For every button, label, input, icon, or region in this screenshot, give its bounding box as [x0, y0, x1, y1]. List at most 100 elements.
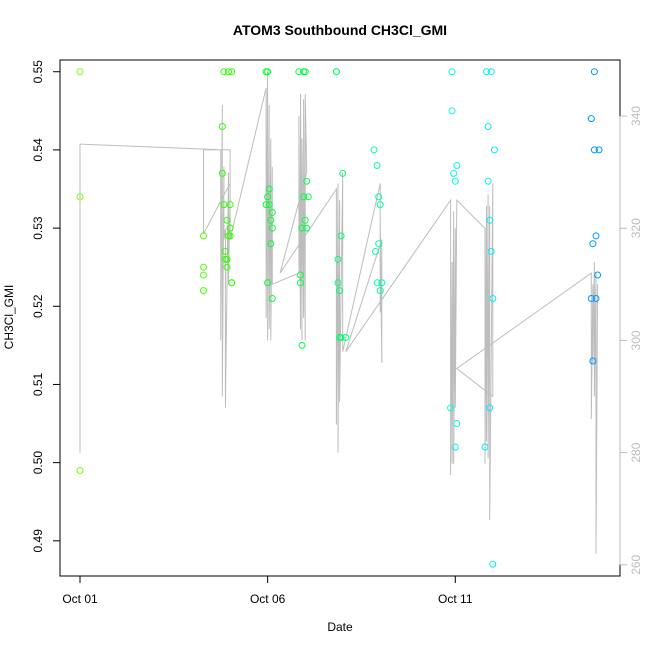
x-tick-label: Oct 01: [62, 592, 98, 606]
y-tick-label: 0.49: [31, 529, 45, 553]
data-point: [337, 334, 345, 341]
data-point: [481, 443, 489, 451]
data-point: [200, 271, 207, 279]
data-point: [303, 177, 311, 185]
data-point: [303, 224, 311, 232]
data-point: [370, 146, 378, 154]
data-point: [228, 68, 236, 76]
data-point: [490, 146, 498, 154]
data-point: [376, 287, 384, 295]
data-point: [448, 107, 456, 115]
data-point: [453, 420, 461, 427]
y-axis: 0.49 0.50 0.51 0.52 0.53 0.54 0.55: [31, 60, 61, 553]
data-point: [373, 162, 381, 169]
data-point: [264, 279, 272, 287]
secondary-series-line: [79, 71, 599, 554]
y2-tick-label: 340: [629, 106, 643, 126]
data-point: [375, 193, 383, 201]
data-point: [298, 341, 306, 349]
data-point: [592, 295, 600, 302]
data-point: [265, 185, 273, 193]
data-point: [450, 169, 458, 177]
data-point: [589, 240, 597, 248]
data-point: [264, 68, 272, 76]
data-point: [304, 193, 312, 201]
secondary-y-axis: 260 280 300 320 340: [619, 106, 643, 575]
data-point: [484, 177, 492, 185]
y-tick-label: 0.51: [31, 372, 45, 396]
y-tick-label: 0.54: [31, 138, 45, 162]
data-point: [484, 123, 492, 130]
data-point: [200, 232, 207, 240]
data-point: [218, 169, 226, 177]
data-point: [447, 404, 455, 412]
data-point: [226, 224, 234, 232]
y2-tick-label: 320: [629, 218, 643, 238]
data-point: [226, 201, 234, 209]
y2-tick-label: 280: [629, 442, 643, 462]
data-point: [200, 287, 207, 295]
data-point: [267, 216, 275, 224]
data-point: [268, 295, 276, 302]
x-axis: Oct 01 Oct 06 Oct 11: [62, 575, 473, 606]
data-point: [297, 279, 304, 287]
chart-title: ATOM3 Southbound CH3Cl_GMI: [233, 22, 447, 38]
data-point: [221, 248, 229, 255]
data-point: [486, 216, 494, 224]
data-point: [220, 68, 228, 76]
x-tick-label: Oct 06: [250, 592, 286, 606]
data-point: [589, 357, 597, 365]
data-point: [590, 146, 598, 154]
y2-tick-label: 300: [629, 330, 643, 350]
data-point: [372, 248, 379, 255]
point-series: [76, 68, 603, 568]
data-point: [451, 443, 459, 451]
data-point: [489, 295, 497, 302]
data-point: [448, 68, 456, 76]
data-point: [267, 240, 275, 248]
data-point: [375, 240, 383, 248]
data-point: [76, 467, 84, 474]
x-axis-label: Date: [327, 620, 353, 634]
data-point: [486, 404, 494, 412]
data-point: [342, 334, 350, 341]
data-point: [268, 209, 276, 216]
data-point: [487, 248, 495, 255]
data-point: [451, 177, 459, 185]
data-point: [483, 68, 490, 76]
data-point: [489, 560, 497, 568]
y-tick-label: 0.52: [31, 294, 45, 318]
secondary-line-series: [79, 71, 599, 554]
data-point: [262, 201, 270, 209]
data-point: [218, 123, 226, 130]
data-point: [339, 169, 347, 177]
data-point: [264, 193, 272, 201]
data-point: [594, 271, 602, 279]
data-point: [301, 216, 309, 224]
data-point: [265, 201, 273, 209]
data-point: [334, 279, 342, 287]
data-point: [76, 68, 84, 76]
data-point: [378, 279, 386, 287]
data-point: [587, 115, 595, 123]
y-tick-label: 0.55: [31, 60, 45, 84]
data-point: [332, 68, 340, 76]
data-point: [268, 224, 276, 232]
data-point: [297, 271, 304, 279]
data-point: [228, 279, 236, 287]
data-point: [337, 232, 345, 240]
x-tick-label: Oct 11: [438, 592, 473, 606]
data-point: [223, 255, 231, 263]
data-point: [592, 232, 600, 240]
y2-tick-label: 260: [629, 554, 643, 574]
data-point: [334, 255, 342, 263]
data-point: [298, 224, 306, 232]
data-point: [223, 263, 231, 271]
data-point: [200, 263, 207, 271]
y-tick-label: 0.53: [31, 216, 45, 240]
data-point: [300, 193, 308, 201]
data-point: [226, 232, 234, 240]
data-point: [453, 162, 461, 169]
